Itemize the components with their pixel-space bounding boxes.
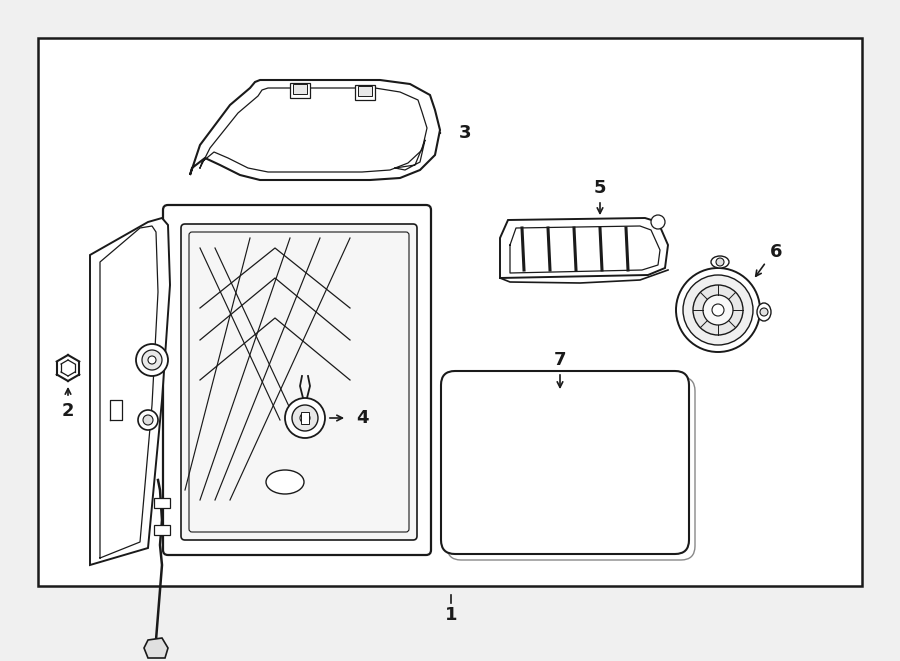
Bar xyxy=(301,412,309,424)
Text: 4: 4 xyxy=(356,409,368,427)
Bar xyxy=(293,84,307,94)
Polygon shape xyxy=(500,218,668,278)
Text: 1: 1 xyxy=(445,606,457,624)
Circle shape xyxy=(716,258,724,266)
Ellipse shape xyxy=(757,303,771,321)
Circle shape xyxy=(683,275,753,345)
Ellipse shape xyxy=(711,256,729,268)
Text: 3: 3 xyxy=(459,124,472,142)
Circle shape xyxy=(285,398,325,438)
Circle shape xyxy=(300,413,310,423)
Text: 2: 2 xyxy=(62,402,74,420)
Circle shape xyxy=(712,304,724,316)
Polygon shape xyxy=(144,638,168,658)
Bar xyxy=(154,498,170,508)
Circle shape xyxy=(143,415,153,425)
FancyBboxPatch shape xyxy=(163,205,431,555)
Ellipse shape xyxy=(266,470,304,494)
Circle shape xyxy=(676,268,760,352)
Bar xyxy=(358,86,372,96)
Circle shape xyxy=(651,215,665,229)
Bar xyxy=(154,525,170,535)
Text: 6: 6 xyxy=(770,243,782,261)
Text: 7: 7 xyxy=(554,351,566,369)
Bar xyxy=(290,83,310,98)
Circle shape xyxy=(142,350,162,370)
FancyBboxPatch shape xyxy=(441,371,689,554)
Polygon shape xyxy=(90,218,170,565)
Circle shape xyxy=(760,308,768,316)
Circle shape xyxy=(292,405,318,431)
Circle shape xyxy=(136,344,168,376)
Circle shape xyxy=(693,285,743,335)
Text: 5: 5 xyxy=(594,179,607,197)
Circle shape xyxy=(148,356,156,364)
Circle shape xyxy=(138,410,158,430)
FancyBboxPatch shape xyxy=(181,224,417,540)
Bar xyxy=(355,85,375,100)
Circle shape xyxy=(703,295,733,325)
Bar xyxy=(38,38,862,586)
Polygon shape xyxy=(190,80,440,180)
